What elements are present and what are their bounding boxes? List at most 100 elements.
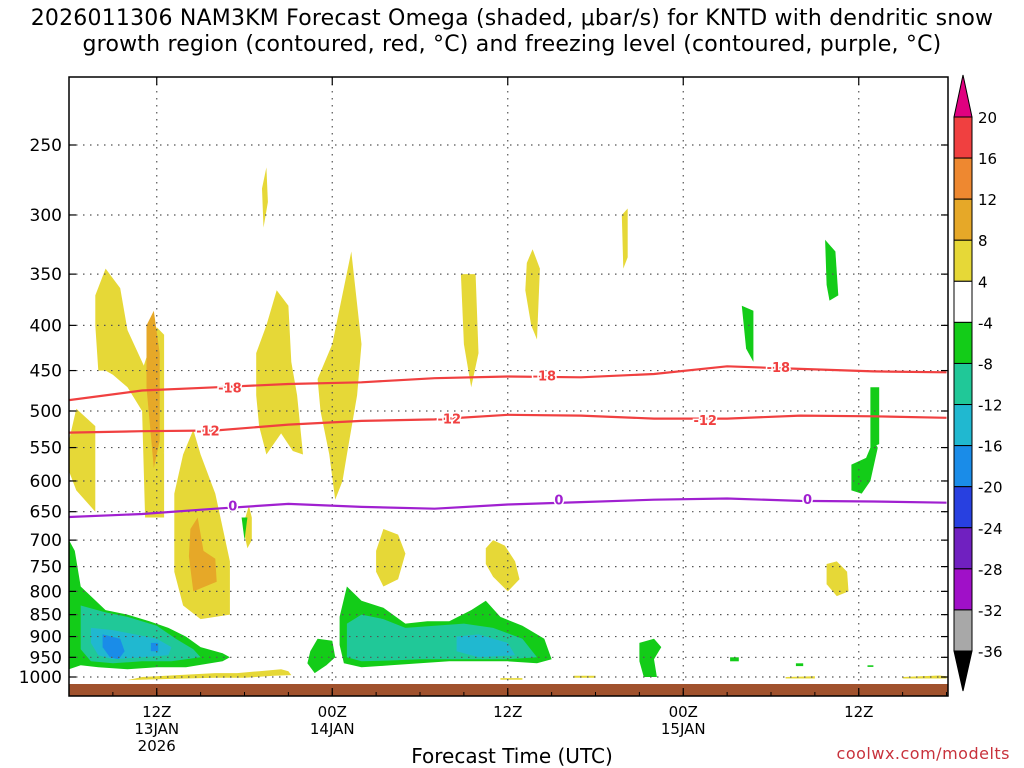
y-tick-label-750: 750 <box>30 558 62 578</box>
colorbar-band--36-to--32 <box>953 609 973 652</box>
omega-shading-layer <box>69 167 947 681</box>
x-axis-title: Forecast Time (UTC) <box>411 744 613 768</box>
y-tick-label-500: 500 <box>30 402 62 422</box>
colorbar-bottom-arrow <box>953 650 973 692</box>
y-tick-label-900: 900 <box>30 628 62 648</box>
colorbar-label--20: -20 <box>978 479 1003 497</box>
colorbar-label--4: -4 <box>978 314 993 332</box>
x-tick-label-54-1: 12Z <box>844 703 873 721</box>
contour-0 <box>69 497 947 519</box>
y-tick-label-950: 950 <box>30 648 62 668</box>
site-credit: coolwx.com/modelts <box>836 744 1010 763</box>
colorbar-band--20-to--16 <box>953 445 973 488</box>
omega-region-up-warm-18 <box>573 675 596 678</box>
omega-region-down-14 <box>870 387 880 448</box>
omega-region-down-13 <box>825 239 839 301</box>
x-tick-label-18-2: 14JAN <box>310 720 355 738</box>
omega-region-down-15 <box>851 440 878 494</box>
colorbar-label--32: -32 <box>978 602 1003 620</box>
omega-region-down-10 <box>456 634 516 658</box>
omega-region-up-warm-19 <box>785 676 815 679</box>
x-tick-label-6-2: 13JAN <box>134 720 179 738</box>
chart-title-line-1: 2026011306 NAM3KM Forecast Omega (shaded… <box>30 6 994 31</box>
colorbar-band--4-to-4 <box>953 280 973 323</box>
colorbar-label--24: -24 <box>978 520 1003 538</box>
omega-region-up-warm-17 <box>127 669 292 681</box>
y-tick-label-300: 300 <box>30 206 62 226</box>
x-tick-label-6-1: 12Z <box>142 703 171 721</box>
contour-label--12: -12 <box>196 424 220 439</box>
colorbar-top-arrow <box>953 74 973 118</box>
colorbar-label-12: 12 <box>978 191 997 209</box>
y-tick-label-650: 650 <box>30 503 62 523</box>
omega-region-up-warm-13 <box>485 540 520 592</box>
omega-region-up-warm-6 <box>188 517 217 592</box>
omega-region-up-warm-2 <box>95 268 165 518</box>
contour-label-0: 0 <box>228 500 237 515</box>
colorbar-label-4: 4 <box>978 273 988 291</box>
contour-label-0: 0 <box>554 494 563 509</box>
omega-region-up-warm-12 <box>460 274 479 388</box>
omega-region-down-7 <box>307 638 336 674</box>
omega-region-up-warm-7 <box>244 505 252 549</box>
y-tick-label-600: 600 <box>30 472 62 492</box>
omega-region-up-warm-8 <box>262 167 268 228</box>
omega-region-up-warm-9 <box>256 290 303 455</box>
x-tick-label-42-2: 15JAN <box>661 720 706 738</box>
omega-region-up-warm-1 <box>69 408 96 677</box>
omega-region-up-warm-16 <box>826 561 849 597</box>
colorbar-band-4-to-8 <box>953 239 973 282</box>
colorbar-band--32-to--28 <box>953 568 973 611</box>
colorbar-band-12-to-16 <box>953 157 973 200</box>
y-tick-label-350: 350 <box>30 265 62 285</box>
contour-label-0: 0 <box>803 493 812 508</box>
plot-frame <box>68 76 949 697</box>
contour--18 <box>69 365 947 402</box>
y-tick-label-450: 450 <box>30 362 62 382</box>
colorbar-band-16-to-20 <box>953 116 973 159</box>
contour-label--18: -18 <box>533 370 557 385</box>
contour-label--18: -18 <box>218 381 242 396</box>
colorbar-band--16-to--12 <box>953 404 973 447</box>
omega-region-down-16 <box>730 657 739 662</box>
y-tick-label-700: 700 <box>30 531 62 551</box>
colorbar-band--24-to--20 <box>953 486 973 529</box>
omega-region-up-warm-20 <box>902 675 947 679</box>
colorbar-label--12: -12 <box>978 397 1003 415</box>
omega-region-up-warm-21 <box>500 678 523 680</box>
omega-region-up-warm-5 <box>174 429 230 620</box>
omega-region-down-17 <box>795 663 804 667</box>
pressure-axis: 2503003504004505005506006507007508008509… <box>19 136 948 688</box>
y-tick-label-850: 850 <box>30 606 62 626</box>
omega-region-down-6 <box>241 517 248 541</box>
omega-colorbar: 20 16 12 8 4 -4 -8 -12 -16 -20 -24 -28 -32 -36 <box>953 74 1003 692</box>
x-tick-label-18-1: 00Z <box>318 703 347 721</box>
contour-label--12: -12 <box>438 413 462 428</box>
colorbar-band--12-to--8 <box>953 362 973 406</box>
colorbar-label--8: -8 <box>978 355 993 373</box>
omega-region-down-4 <box>102 634 125 660</box>
y-tick-label-800: 800 <box>30 582 62 602</box>
colorbar-band-8-to-12 <box>953 198 973 241</box>
chart-title-line-2: growth region (contoured, red, °C) and f… <box>82 32 942 57</box>
y-tick-label-550: 550 <box>30 439 62 459</box>
omega-region-down-12 <box>741 305 754 362</box>
colorbar-label-20: 20 <box>978 109 997 127</box>
omega-region-up-warm-11 <box>376 529 406 587</box>
omega-region-down-18 <box>867 665 874 667</box>
omega-region-up-warm-10 <box>317 251 362 500</box>
contour-label--18: -18 <box>767 361 791 376</box>
y-tick-label-400: 400 <box>30 316 62 336</box>
omega-region-up-warm-15 <box>621 208 628 269</box>
x-tick-label-42-1: 00Z <box>669 703 698 721</box>
x-tick-label-30-1: 12Z <box>493 703 522 721</box>
contour--12 <box>69 413 947 434</box>
contour-label--12: -12 <box>693 414 717 429</box>
colorbar-label-8: 8 <box>978 232 988 250</box>
y-tick-label-250: 250 <box>30 136 62 156</box>
colorbar-band--8-to--4 <box>953 321 973 364</box>
omega-region-up-warm-14 <box>525 249 540 340</box>
